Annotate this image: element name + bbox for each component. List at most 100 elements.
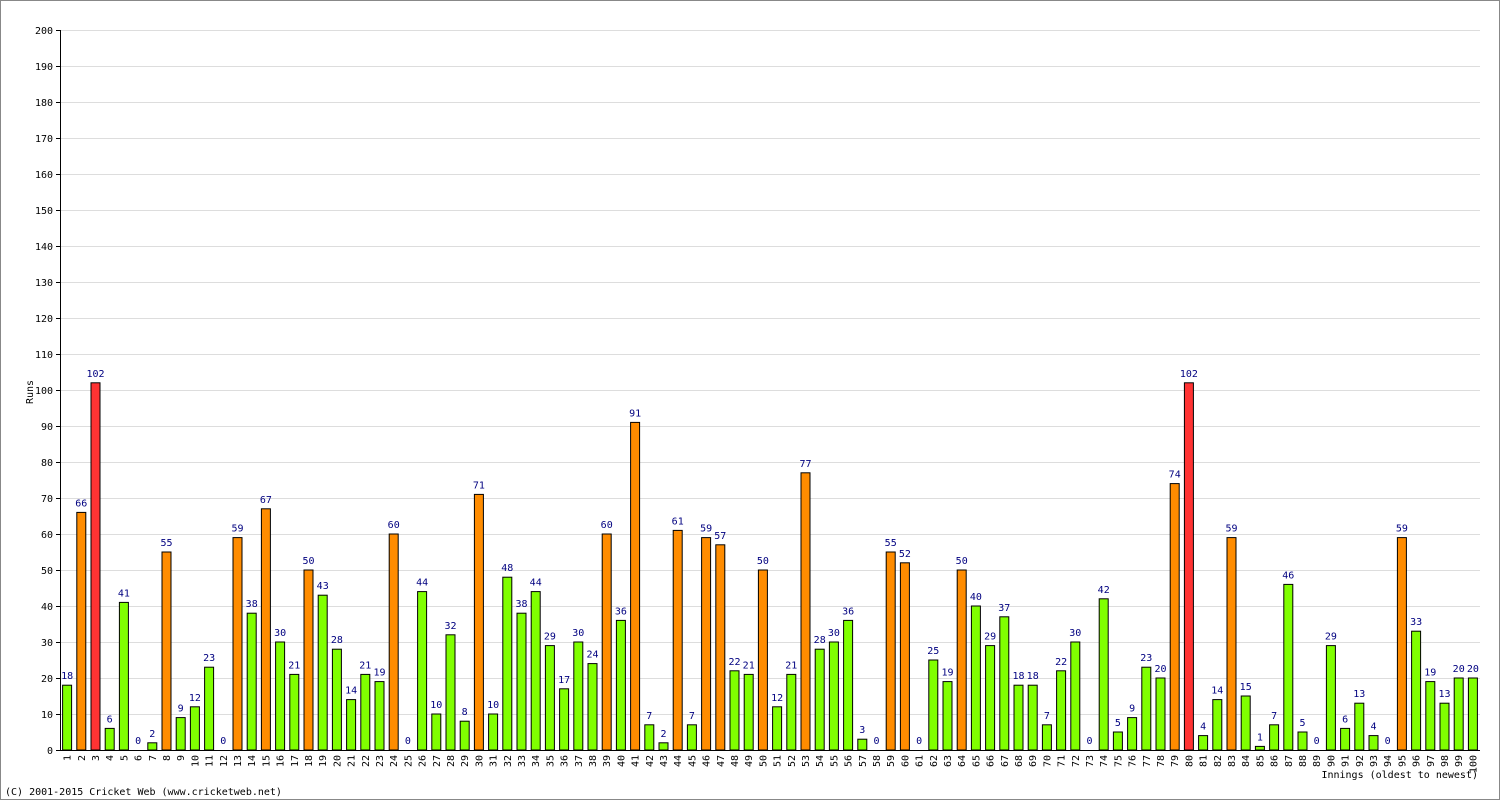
x-tick-label: 16 <box>276 755 287 767</box>
bar <box>1411 630 1422 751</box>
value-label: 19 <box>941 668 953 679</box>
x-tick-label: 50 <box>758 755 769 767</box>
value-label: 30 <box>1069 628 1081 639</box>
bar <box>90 382 101 751</box>
x-tick-label: 10 <box>190 755 201 767</box>
bar <box>630 421 641 751</box>
bar <box>1127 717 1138 751</box>
x-tick-label: 17 <box>290 755 301 767</box>
value-label: 50 <box>302 556 314 567</box>
x-tick-label: 93 <box>1369 755 1380 767</box>
x-tick-label: 20 <box>332 755 343 767</box>
y-tick-label: 80 <box>41 458 53 469</box>
x-tick-label: 45 <box>687 755 698 767</box>
x-tick-label: 12 <box>219 755 230 767</box>
x-tick-label: 25 <box>403 755 414 767</box>
value-label: 0 <box>1086 736 1092 747</box>
value-label: 7 <box>689 711 695 722</box>
x-tick-label: 52 <box>787 755 798 767</box>
x-tick-label: 72 <box>1071 755 1082 767</box>
value-label: 57 <box>714 531 726 542</box>
value-label: 21 <box>743 660 755 671</box>
value-label: 55 <box>885 538 897 549</box>
y-tick-label: 190 <box>35 62 53 73</box>
bar <box>1354 702 1365 751</box>
value-label: 9 <box>1129 704 1135 715</box>
bar <box>1056 670 1067 751</box>
bar <box>757 569 768 751</box>
value-label: 8 <box>462 707 468 718</box>
value-label: 1 <box>1257 732 1263 743</box>
x-tick-label: 18 <box>304 755 315 767</box>
x-tick-label: 79 <box>1170 755 1181 767</box>
x-tick-label: 64 <box>957 755 968 767</box>
bar <box>431 713 442 751</box>
x-tick-label: 95 <box>1397 755 1408 767</box>
x-tick-label: 68 <box>1014 755 1025 767</box>
x-tick-label: 51 <box>773 755 784 767</box>
value-label: 28 <box>331 635 343 646</box>
value-label: 0 <box>1314 736 1320 747</box>
value-label: 2 <box>660 729 666 740</box>
bar <box>1396 537 1407 751</box>
bar <box>1169 483 1180 751</box>
value-label: 22 <box>728 657 740 668</box>
x-tick-label: 21 <box>347 755 358 767</box>
bar <box>956 569 967 751</box>
bar <box>189 706 200 751</box>
bar <box>1254 745 1265 751</box>
value-label: 61 <box>672 516 684 527</box>
value-label: 4 <box>1200 722 1206 733</box>
x-tick-label: 9 <box>176 755 187 761</box>
value-label: 20 <box>1154 664 1166 675</box>
x-tick-label: 56 <box>844 755 855 767</box>
bar <box>246 612 257 751</box>
value-label: 0 <box>220 736 226 747</box>
x-tick-label: 53 <box>801 755 812 767</box>
x-tick-label: 82 <box>1213 755 1224 767</box>
bar <box>544 645 555 751</box>
y-tick-label: 110 <box>35 350 53 361</box>
x-tick-label: 89 <box>1312 755 1323 767</box>
x-tick-label: 29 <box>460 755 471 767</box>
value-label: 0 <box>135 736 141 747</box>
value-label: 5 <box>1299 718 1305 729</box>
value-label: 28 <box>814 635 826 646</box>
bar <box>672 529 683 751</box>
x-tick-label: 61 <box>915 755 926 767</box>
bar <box>644 724 655 751</box>
y-tick-label: 0 <box>47 746 53 757</box>
x-tick-label: 28 <box>446 755 457 767</box>
value-label: 46 <box>1282 570 1294 581</box>
y-tick-label: 170 <box>35 134 53 145</box>
y-tick-label: 150 <box>35 206 53 217</box>
value-label: 33 <box>1410 617 1422 628</box>
x-tick-label: 39 <box>602 755 613 767</box>
value-label: 18 <box>61 671 73 682</box>
x-tick-label: 80 <box>1184 755 1195 767</box>
value-label: 24 <box>586 650 598 661</box>
bar <box>1340 727 1351 751</box>
x-tick-label: 74 <box>1099 755 1110 767</box>
x-tick-label: 100 <box>1468 755 1479 773</box>
bar <box>1112 731 1123 751</box>
bar <box>1098 598 1109 751</box>
x-tick-label: 71 <box>1057 755 1068 767</box>
x-tick-label: 26 <box>418 755 429 767</box>
x-tick-label: 85 <box>1255 755 1266 767</box>
value-label: 40 <box>970 592 982 603</box>
bar <box>928 659 939 751</box>
x-tick-label: 31 <box>489 755 500 767</box>
x-tick-label: 98 <box>1440 755 1451 767</box>
bar <box>715 544 726 751</box>
value-label: 22 <box>1055 657 1067 668</box>
x-tick-label: 81 <box>1199 755 1210 767</box>
bar <box>800 472 811 751</box>
bar <box>1439 702 1450 751</box>
bar <box>786 673 797 751</box>
bar <box>317 594 328 751</box>
bar <box>1283 583 1294 751</box>
bar <box>615 619 626 751</box>
x-tick-label: 43 <box>659 755 670 767</box>
x-tick-label: 76 <box>1128 755 1139 767</box>
